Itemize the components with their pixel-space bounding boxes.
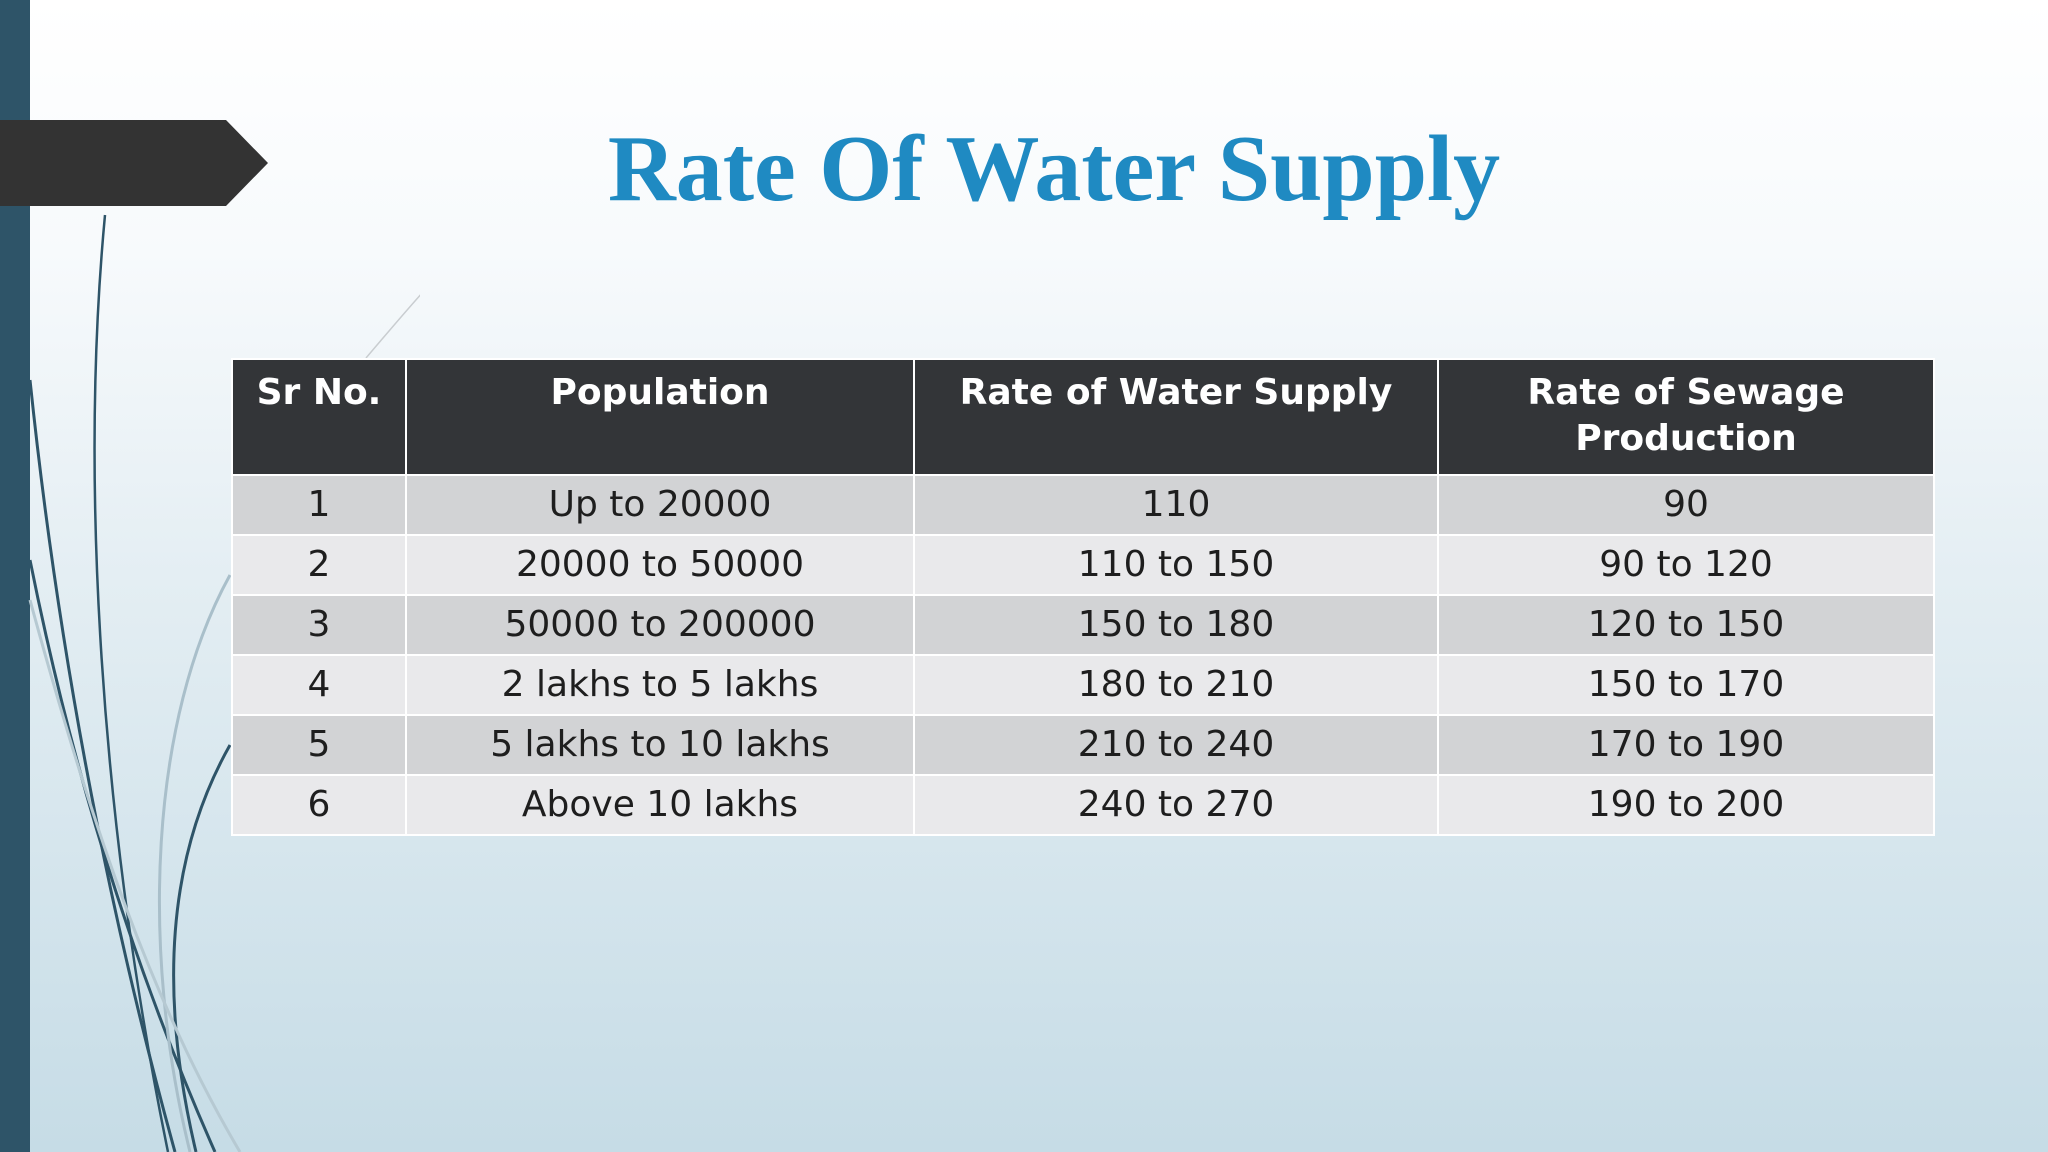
cell-water-rate: 150 to 180 [913,594,1439,656]
cell-sr-no: 1 [231,474,407,536]
cell-water-rate: 180 to 210 [913,654,1439,716]
table-row: 4 2 lakhs to 5 lakhs 180 to 210 150 to 1… [231,654,1935,716]
cell-sr-no: 6 [231,774,407,836]
cell-population: 2 lakhs to 5 lakhs [405,654,915,716]
cell-sr-no: 3 [231,594,407,656]
table-header-row: Sr No. Population Rate of Water Supply R… [231,358,1935,476]
decorative-curves [28,214,420,1152]
cell-population: Up to 20000 [405,474,915,536]
cell-water-rate: 110 [913,474,1439,536]
table-row: 6 Above 10 lakhs 240 to 270 190 to 200 [231,774,1935,836]
cell-sewage-rate: 170 to 190 [1437,714,1935,776]
header-rate-sewage-production: Rate of Sewage Production [1437,358,1935,476]
cell-water-rate: 110 to 150 [913,534,1439,596]
cell-sr-no: 4 [231,654,407,716]
header-rate-water-supply: Rate of Water Supply [913,358,1439,476]
table-row: 3 50000 to 200000 150 to 180 120 to 150 [231,594,1935,656]
cell-water-rate: 210 to 240 [913,714,1439,776]
table-row: 2 20000 to 50000 110 to 150 90 to 120 [231,534,1935,596]
table-row: 1 Up to 20000 110 90 [231,474,1935,536]
cell-population: Above 10 lakhs [405,774,915,836]
cell-sewage-rate: 90 to 120 [1437,534,1935,596]
cell-sewage-rate: 190 to 200 [1437,774,1935,836]
cell-water-rate: 240 to 270 [913,774,1439,836]
cell-sr-no: 5 [231,714,407,776]
cell-sewage-rate: 120 to 150 [1437,594,1935,656]
title-arrow-banner [0,120,268,206]
cell-population: 50000 to 200000 [405,594,915,656]
cell-sewage-rate: 90 [1437,474,1935,536]
slide-title: Rate Of Water Supply [607,117,1501,221]
water-supply-table: Sr No. Population Rate of Water Supply R… [231,358,1935,836]
header-population: Population [405,358,915,476]
cell-sr-no: 2 [231,534,407,596]
header-sr-no: Sr No. [231,358,407,476]
cell-population: 20000 to 50000 [405,534,915,596]
cell-sewage-rate: 150 to 170 [1437,654,1935,716]
cell-population: 5 lakhs to 10 lakhs [405,714,915,776]
table-row: 5 5 lakhs to 10 lakhs 210 to 240 170 to … [231,714,1935,776]
